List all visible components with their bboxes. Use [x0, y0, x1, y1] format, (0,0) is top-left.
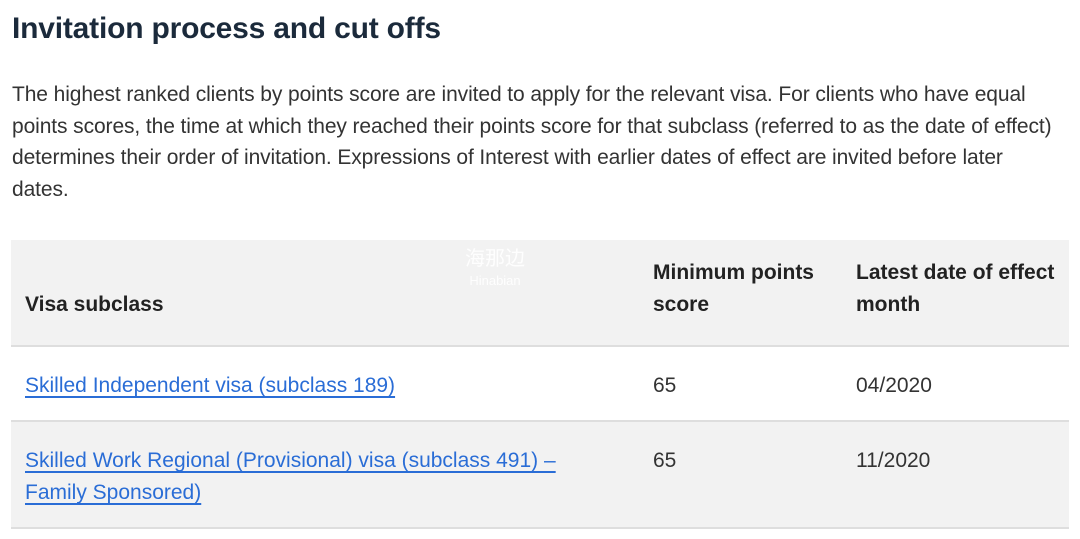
header-latest-date: Latest date of effect month: [856, 261, 1055, 316]
points-cell: 65: [653, 449, 677, 472]
header-minimum-points: Minimum points score: [653, 261, 814, 316]
date-cell: 04/2020: [856, 374, 932, 397]
visa-link-189[interactable]: Skilled Independent visa (subclass 189): [25, 374, 396, 397]
cutoff-table: Visa subclass Minimum points score Lates…: [11, 240, 1069, 529]
table-row: Skilled Work Regional (Provisional) visa…: [11, 421, 1069, 528]
date-cell: 11/2020: [856, 449, 931, 472]
page-title: Invitation process and cut offs: [12, 12, 441, 45]
header-visa-subclass: Visa subclass: [25, 293, 164, 316]
points-cell: 65: [653, 374, 677, 397]
visa-link-491[interactable]: Skilled Work Regional (Provisional) visa…: [25, 449, 556, 504]
table-row: Skilled Independent visa (subclass 189) …: [11, 346, 1069, 421]
table-header-row: Visa subclass Minimum points score Lates…: [11, 240, 1069, 346]
intro-paragraph: The highest ranked clients by points sco…: [12, 83, 1052, 201]
